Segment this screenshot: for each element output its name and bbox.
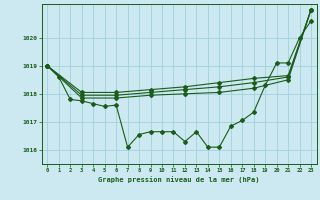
X-axis label: Graphe pression niveau de la mer (hPa): Graphe pression niveau de la mer (hPa) — [99, 176, 260, 183]
